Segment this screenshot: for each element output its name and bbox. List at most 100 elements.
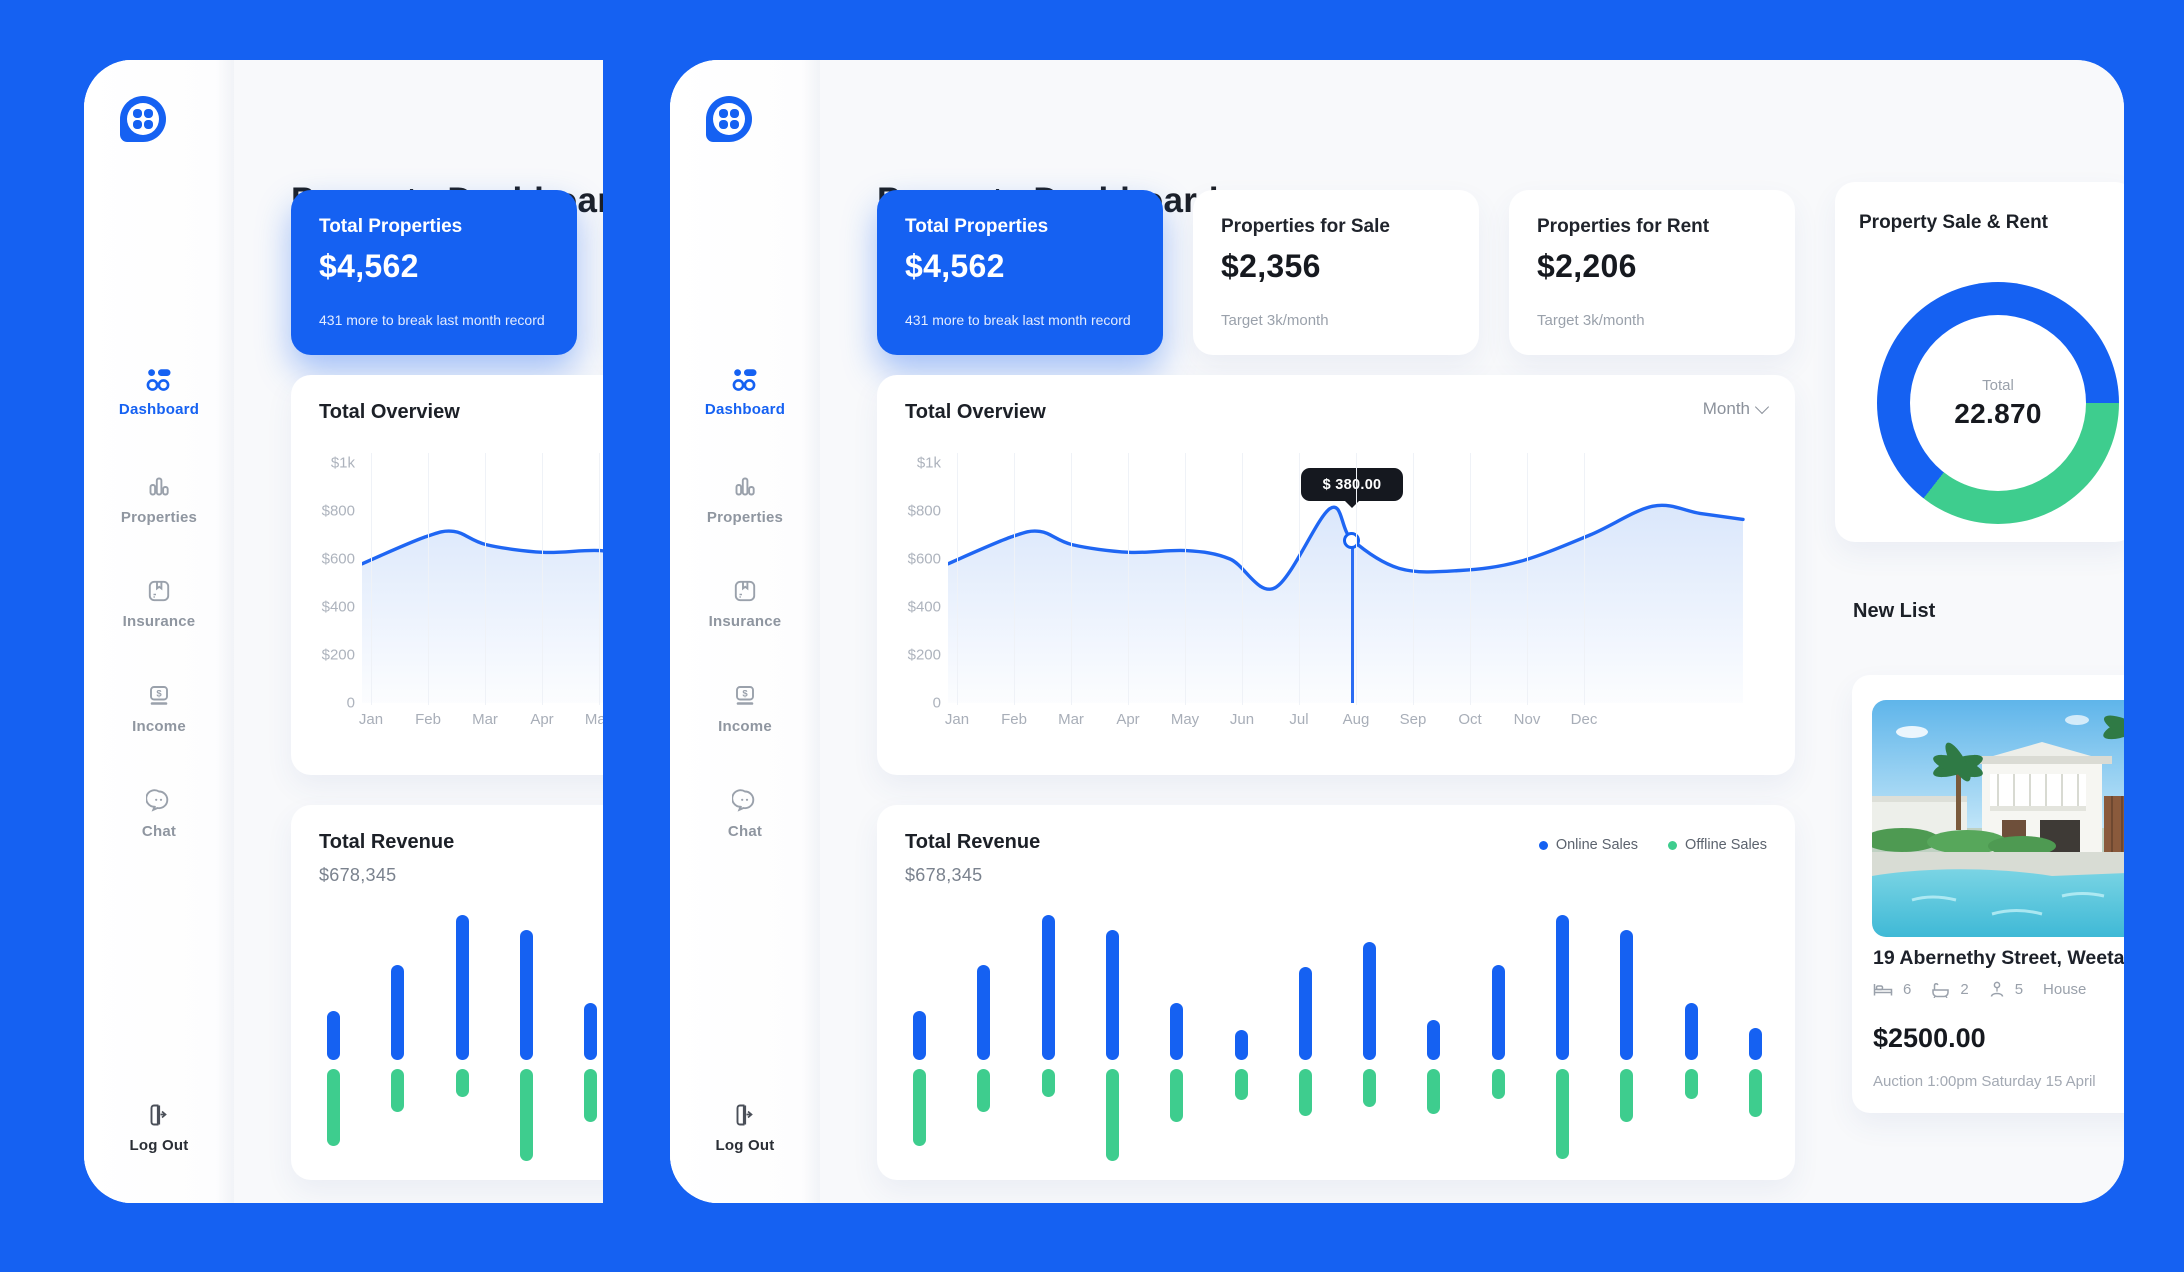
chart-gridline — [371, 453, 372, 705]
bar-columns-icon — [735, 477, 755, 496]
chart-gridline — [1299, 453, 1300, 705]
sidebar-item-dashboard[interactable]: Dashboard — [670, 368, 820, 418]
offline-sales-bar — [1684, 1069, 1698, 1099]
online-sales-bar — [455, 915, 469, 1060]
bed-icon — [1873, 984, 1893, 996]
offline-sales-bar — [1748, 1069, 1762, 1117]
y-axis-tick: $1k — [330, 454, 355, 472]
stat-subtext: Target 3k/month — [1537, 312, 1645, 329]
chat-bubble-icon — [732, 789, 755, 812]
sidebar-item-properties[interactable]: Properties — [84, 474, 234, 526]
x-axis-month-label: Nov — [1513, 711, 1541, 728]
offline-sales-bar — [1620, 1069, 1634, 1122]
logout-door-icon — [150, 1104, 167, 1126]
package-box-icon — [148, 580, 170, 602]
chat-bubble-icon — [146, 789, 169, 812]
y-axis-tick: $200 — [321, 646, 355, 664]
x-axis-month-label: Mar — [472, 711, 498, 728]
sale-rent-title: Property Sale & Rent — [1859, 212, 2048, 233]
y-axis-tick: 0 — [932, 694, 941, 712]
svg-text:$: $ — [742, 688, 748, 699]
online-sales-bar — [1234, 1030, 1248, 1060]
chart-gridline — [1527, 453, 1528, 705]
sidebar-item-dashboard[interactable]: Dashboard — [84, 368, 234, 418]
tooltip-pointer — [1344, 500, 1360, 516]
offline-sales-bar — [1363, 1069, 1377, 1107]
chart-gridline — [542, 453, 543, 705]
sidebar-item-logout[interactable]: Log Out — [670, 1102, 820, 1154]
stat-label: Properties for Sale — [1221, 216, 1390, 237]
offline-sales-bar — [391, 1069, 405, 1112]
legend-label: Online Sales — [1555, 837, 1639, 853]
total-revenue-card: Total Revenue $678,345 Online Sales Offl… — [877, 805, 1795, 1180]
property-dashboard: Dashboard Properties Insurance — [670, 60, 2124, 1203]
stat-value: $4,562 — [319, 248, 419, 284]
offline-sales-bar — [1041, 1069, 1055, 1097]
property-photo — [1872, 700, 2124, 937]
y-axis-tick: $600 — [907, 550, 941, 568]
offline-sales-bar — [584, 1069, 598, 1122]
sidebar-item-logout[interactable]: Log Out — [84, 1102, 234, 1154]
x-axis-month-label: Jul — [1289, 711, 1309, 728]
online-sales-bar — [913, 1011, 926, 1060]
sidebar-item-label: Chat — [141, 823, 177, 840]
logo-core — [127, 103, 159, 135]
y-axis-tick: $1k — [916, 454, 941, 472]
legend-item-online-sales[interactable]: Online Sales — [1538, 837, 1639, 853]
online-sales-bar — [1298, 967, 1312, 1060]
offline-sales-bar — [1298, 1069, 1312, 1116]
app-logo-icon[interactable] — [120, 96, 166, 142]
property-dashboard: Dashboard Properties Insurance — [84, 60, 603, 1203]
offline-sales-dot-icon — [1668, 840, 1678, 850]
chart-gridline — [599, 453, 600, 705]
sidebar-item-label: Log Out — [129, 1137, 189, 1154]
month-range-dropdown[interactable]: Month — [1703, 399, 1770, 419]
online-sales-bar — [327, 1011, 340, 1060]
beds-count: 6 — [1903, 981, 1912, 998]
overview-line-chart — [362, 529, 603, 703]
app-logo-icon[interactable] — [706, 96, 752, 142]
legend-item-offline-sales[interactable]: Offline Sales — [1668, 837, 1767, 853]
tooltip-guide-line — [1351, 540, 1354, 703]
sidebar-item-label: Properties — [120, 509, 198, 526]
new-list-card[interactable]: 19 Abernethy Street, Weetangera 6 2 5 Ho… — [1852, 675, 2124, 1113]
sale-rent-donut-chart: Total 22.870 — [1877, 282, 2119, 524]
x-axis-month-label: Dec — [1570, 711, 1598, 728]
online-sales-bar — [977, 965, 991, 1060]
sidebar-item-chat[interactable]: Chat — [670, 788, 820, 840]
chart-gridline — [428, 453, 429, 705]
offline-sales-bar — [913, 1069, 926, 1146]
chart-gridline — [1470, 453, 1471, 705]
total-revenue-card: Total Revenue $678,345 Online Sales Offl… — [291, 805, 603, 1180]
cash-box-icon: $ — [736, 686, 754, 705]
preview-panel-cropped: Dashboard Properties Insurance — [84, 60, 603, 1203]
x-axis-month-label: Oct — [1458, 711, 1482, 728]
online-sales-bar — [1684, 1003, 1698, 1060]
sidebar-item-label: Chat — [727, 823, 763, 840]
stat-card-properties-for-rent: Properties for Rent $2,206 Target 3k/mon… — [1509, 190, 1795, 355]
revenue-legend: Online Sales Offline Sales — [1538, 837, 1767, 853]
offline-sales-bar — [1491, 1069, 1505, 1099]
stat-value: $2,206 — [1537, 248, 1637, 284]
sidebar-item-insurance[interactable]: Insurance — [84, 578, 234, 630]
bar-columns-icon — [149, 477, 169, 496]
property-sale-rent-card: Property Sale & Rent Total 22.870 — [1835, 182, 2124, 542]
main-dashboard-panel: Dashboard Properties Insurance — [670, 60, 2124, 1203]
offline-sales-bar — [1105, 1069, 1119, 1161]
revenue-title: Total Revenue — [905, 831, 1041, 853]
sidebar-item-income[interactable]: $ Income — [84, 683, 234, 735]
listing-address: 19 Abernethy Street, Weetangera — [1873, 947, 2124, 969]
online-sales-dot-icon — [1538, 840, 1548, 850]
donut-center-label: Total — [1982, 376, 2014, 394]
y-axis-tick: $800 — [321, 502, 355, 520]
sidebar-item-chat[interactable]: Chat — [84, 788, 234, 840]
total-overview-card: Total Overview Month $ 380.00 $1k — [877, 375, 1795, 775]
stat-card-properties-for-sale: Properties for Sale $2,356 Target 3k/mon… — [1193, 190, 1479, 355]
offline-sales-bar — [519, 1069, 533, 1161]
sidebar-item-income[interactable]: $ Income — [670, 683, 820, 735]
chart-gridline — [1584, 453, 1585, 705]
sidebar-item-insurance[interactable]: Insurance — [670, 578, 820, 630]
svg-text:$: $ — [156, 688, 162, 699]
person-icon — [1990, 981, 2003, 997]
sidebar-item-properties[interactable]: Properties — [670, 474, 820, 526]
